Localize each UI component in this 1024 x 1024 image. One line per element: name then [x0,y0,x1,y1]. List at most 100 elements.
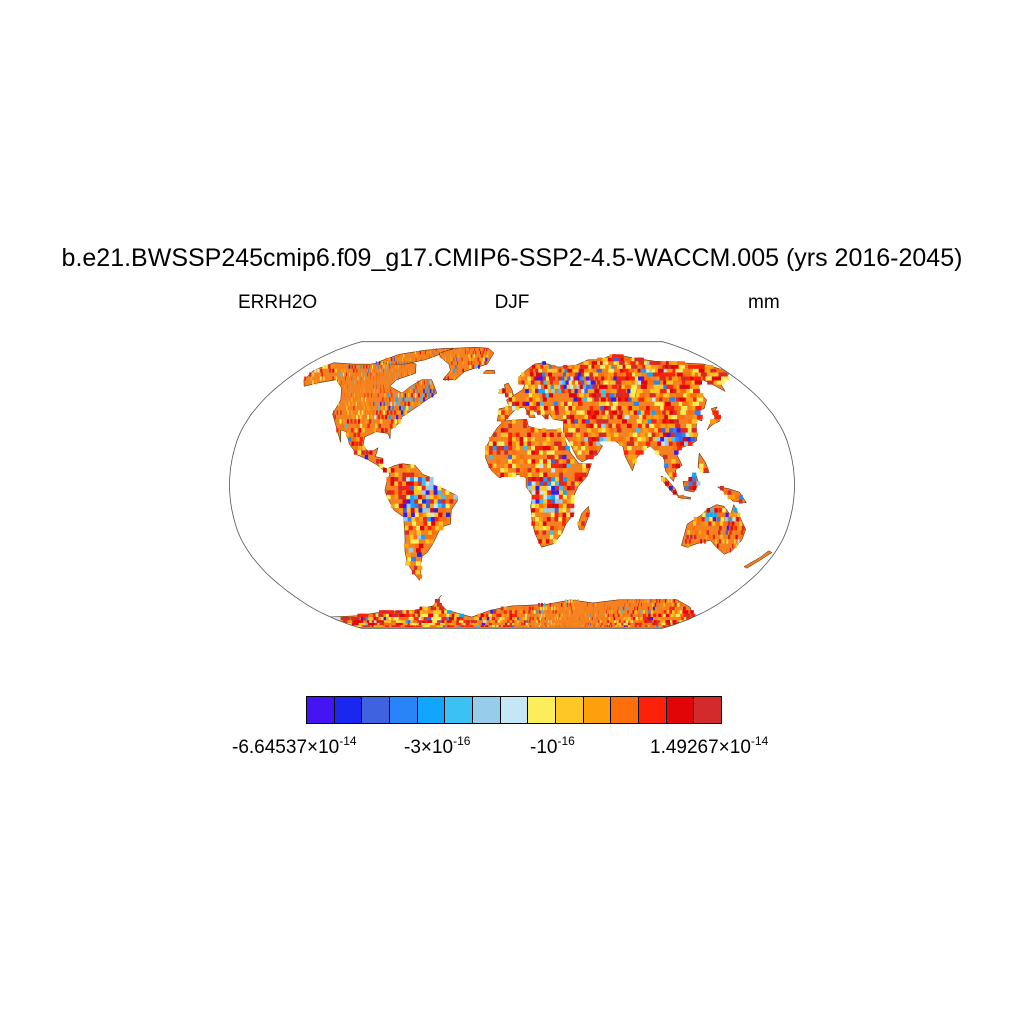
data-cell [509,617,512,621]
data-cell [398,463,403,469]
data-cell [539,450,543,455]
data-cell [381,414,384,420]
data-cell [419,397,422,402]
data-cell [402,485,407,491]
data-cell [402,499,407,504]
data-cell [483,620,487,623]
data-cell [499,620,503,623]
data-cell [656,423,662,429]
data-cell [591,617,593,621]
colorbar-swatch-14 [694,696,723,724]
data-cell [433,485,438,491]
data-cell [591,432,596,437]
data-cell [555,376,560,381]
data-cell [633,617,636,621]
data-cell [503,610,507,614]
data-cell [427,521,432,526]
data-cell [616,372,623,377]
data-cell [609,393,615,398]
data-cell [479,361,481,365]
data-cell [612,613,615,617]
data-cell [666,368,674,373]
data-cell [504,450,509,455]
data-cell [462,368,464,373]
data-cell [623,357,631,362]
data-cell [535,622,537,626]
data-cell [367,423,370,429]
data-cell [558,376,563,381]
data-cell [531,503,536,509]
data-cell [611,384,618,389]
data-cell [477,613,482,617]
data-cell [594,410,599,415]
data-cell [358,622,368,626]
data-cell [433,503,438,509]
data-cell [584,441,589,446]
data-cell [523,622,526,626]
data-cell [626,393,632,398]
data-cell [596,622,598,626]
data-cell [648,610,651,614]
data-cell [421,485,426,491]
data-cell [570,494,575,500]
data-cell [561,388,566,394]
data-cell [479,622,483,626]
data-cell [501,410,505,415]
data-cell [390,503,396,509]
data-cell [333,617,343,621]
data-cell [592,602,594,607]
data-cell [573,384,578,389]
data-cell [533,376,538,381]
data-cell [681,406,688,411]
data-cell [663,393,670,398]
data-cell [615,423,621,429]
data-cell [559,485,563,491]
data-cell [671,423,677,429]
data-cell [533,406,538,411]
data-cell [659,397,665,402]
data-cell [355,372,357,377]
data-cell [639,622,643,626]
data-cell [360,364,362,369]
data-cell [518,376,522,381]
data-cell [643,613,646,617]
data-cell [729,512,733,517]
data-cell [406,485,410,491]
colorbar-swatch-13 [666,696,695,724]
data-cell [709,534,712,540]
data-cell [650,622,654,626]
data-cell [580,364,585,369]
data-cell [403,508,408,513]
data-cell [628,376,635,381]
data-cell [423,397,426,402]
data-cell [562,521,566,526]
data-cell [582,468,587,473]
data-cell [566,459,571,464]
data-cell [692,525,696,531]
data-cell [580,410,585,415]
data-cell [659,599,661,603]
data-cell [566,481,571,486]
data-cell [619,441,624,446]
data-cell [521,372,525,377]
data-cell [657,401,664,406]
data-cell [372,364,373,369]
data-cell [410,372,411,377]
data-cell [463,622,468,626]
data-cell [542,361,546,365]
data-cell [572,393,577,398]
data-cell [374,423,378,429]
data-cell [390,490,395,495]
data-cell [537,364,542,369]
data-cell [679,437,685,442]
data-cell [504,463,509,469]
data-cell [649,620,653,623]
data-cell [686,534,689,540]
data-cell [671,459,676,464]
data-cell [387,401,389,406]
data-cell [417,380,419,385]
data-cell [683,617,689,621]
data-cell [650,613,654,617]
data-cell [558,468,563,473]
data-cell [700,539,703,544]
